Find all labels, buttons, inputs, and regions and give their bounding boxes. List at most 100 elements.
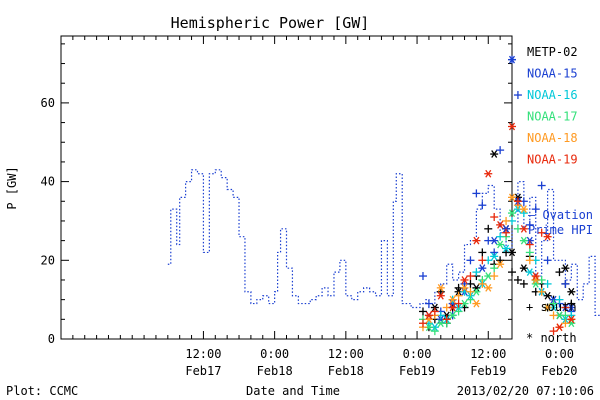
south-marker [496, 256, 505, 265]
x-tick-label: 0:00 [403, 347, 432, 361]
marker-legend-entry: * north [526, 331, 577, 345]
marker-legend: + south * north [526, 300, 577, 345]
north-marker [472, 283, 481, 292]
north-marker [567, 315, 576, 324]
south-marker [478, 279, 487, 288]
north-marker [496, 221, 505, 229]
north-marker [508, 193, 516, 202]
north-marker [436, 283, 445, 292]
north-marker [519, 236, 528, 245]
south-marker [466, 256, 475, 265]
south-marker [508, 268, 516, 277]
north-marker [519, 205, 528, 214]
ovation-legend-line1: — Ovation [528, 208, 593, 222]
legend-entry: NOAA-19 [527, 153, 578, 167]
south-marker [466, 287, 475, 296]
north-marker [460, 283, 469, 292]
north-marker [424, 311, 433, 320]
north-marker [484, 169, 493, 178]
north-marker [519, 264, 528, 273]
north-marker [478, 264, 487, 273]
x-tick-sublabel: Feb17 [185, 364, 221, 378]
south-marker [454, 307, 463, 316]
south-marker [543, 279, 552, 288]
north-marker [502, 244, 511, 253]
north-marker [496, 240, 505, 249]
north-marker [490, 252, 499, 261]
south-marker [531, 205, 540, 214]
south-marker [454, 299, 463, 308]
ovation-legend-line2: Prime HPI [528, 223, 593, 237]
south-marker [418, 272, 427, 281]
south-marker [555, 295, 564, 304]
south-marker [436, 287, 445, 296]
north-marker [555, 323, 564, 332]
north-marker [448, 295, 457, 304]
south-marker [513, 275, 522, 284]
north-marker [531, 276, 540, 284]
ovation-line [167, 169, 600, 316]
south-marker [519, 279, 528, 288]
x-tick-label: 12:00 [185, 347, 221, 361]
satellite-markers [418, 55, 576, 336]
north-marker [543, 291, 552, 300]
y-tick-label: 0 [48, 332, 55, 346]
north-marker [448, 311, 457, 320]
y-axis-label: P [GW] [5, 166, 19, 209]
north-marker [525, 268, 534, 276]
south-marker [466, 272, 475, 281]
y-tick-label: 20 [41, 253, 55, 267]
south-marker [490, 248, 499, 257]
south-marker [543, 256, 552, 265]
south-marker [472, 189, 481, 198]
south-marker [537, 228, 546, 237]
south-marker [490, 213, 499, 222]
x-tick-label: 0:00 [260, 347, 289, 361]
north-marker [531, 272, 540, 280]
south-marker [525, 240, 534, 249]
south-marker [525, 248, 534, 257]
x-tick-sublabel: Feb18 [257, 364, 293, 378]
series-legend: METP-02 NOAA-15 NOAA-16 NOAA-17 NOAA-18 NOAA-… [527, 45, 578, 167]
x-tick-sublabel: Feb19 [470, 364, 506, 378]
x-axis: 12:00 Feb17 0:00 Feb18 12:00 Feb18 0:00 Feb19 12… [60, 36, 578, 378]
south-marker [561, 319, 570, 328]
north-marker [508, 122, 516, 131]
south-marker [478, 201, 487, 210]
legend-entry: METP-02 [527, 45, 578, 59]
x-tick-sublabel: Feb20 [541, 364, 577, 378]
x-axis-label: Date and Time [246, 384, 340, 398]
south-marker [430, 327, 439, 336]
south-marker [561, 279, 570, 288]
south-marker [472, 268, 481, 277]
north-marker [496, 260, 505, 269]
south-marker [502, 216, 511, 225]
south-marker [537, 287, 546, 296]
south-marker [418, 307, 427, 316]
south-marker [496, 146, 505, 155]
south-marker [460, 279, 469, 288]
x-tick-sublabel: Feb18 [328, 364, 364, 378]
north-marker [460, 276, 469, 284]
south-marker [549, 327, 558, 336]
south-marker [490, 264, 499, 273]
south-marker [555, 268, 564, 277]
north-marker [472, 236, 481, 245]
south-marker [490, 272, 499, 281]
north-marker [490, 150, 499, 158]
north-marker [531, 280, 540, 288]
north-marker [448, 303, 457, 312]
north-marker [519, 224, 528, 233]
south-marker [549, 311, 558, 320]
north-marker [508, 209, 516, 217]
south-marker [525, 220, 534, 229]
north-marker [436, 291, 445, 300]
y-axis: 0 20 40 60 [41, 43, 512, 346]
y-tick-label: 40 [41, 175, 55, 189]
marker-legend-entry: + south [526, 300, 577, 314]
north-marker [508, 55, 516, 64]
north-marker [472, 299, 481, 308]
plot-frame [60, 35, 513, 340]
south-marker [513, 197, 522, 206]
